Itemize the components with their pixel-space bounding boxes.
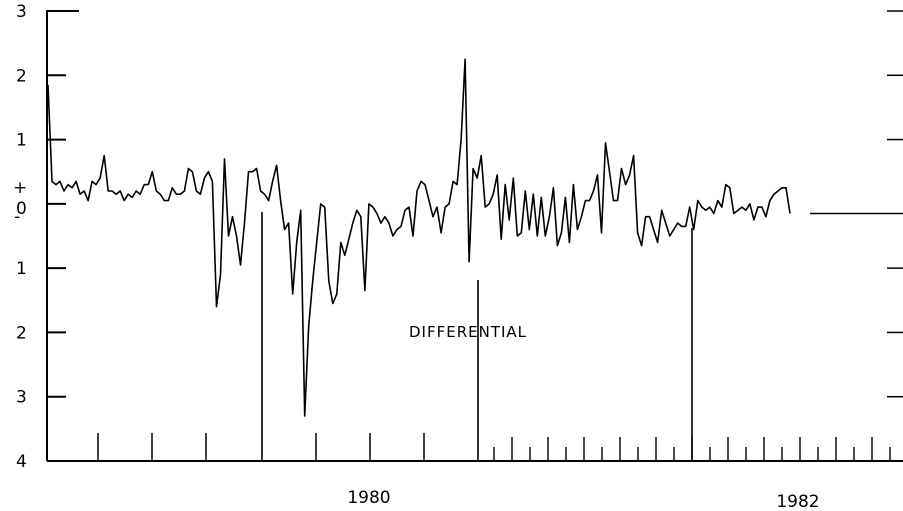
series-line [47, 58, 791, 417]
y-tick-label: 3 [16, 388, 27, 408]
y-tick-label: 2 [16, 323, 27, 343]
axes [46, 10, 903, 462]
x-tick-label-1980: 1980 [347, 488, 390, 508]
right-ticks [887, 10, 903, 398]
y-tick-label: 3 [16, 2, 27, 22]
y-tick-label: 1 [16, 131, 27, 151]
differential-annotation: DIFFERENTIAL [409, 323, 527, 341]
x-tick-label-1982: 1982 [776, 492, 819, 511]
y-tick-label: 0 [16, 199, 27, 219]
event-lines [261, 212, 693, 461]
y-zero-minus-mark: - [14, 207, 20, 227]
y-tick-label: 2 [16, 66, 27, 86]
y-tick-label: 4 [16, 452, 27, 472]
y-ticks [47, 10, 66, 462]
y-tick-labels: 3 2 1 0 1 2 3 4 [16, 2, 27, 472]
x-ticks [97, 433, 891, 461]
y-zero-plus-mark: + [13, 178, 27, 198]
y-tick-label: 1 [16, 259, 27, 279]
